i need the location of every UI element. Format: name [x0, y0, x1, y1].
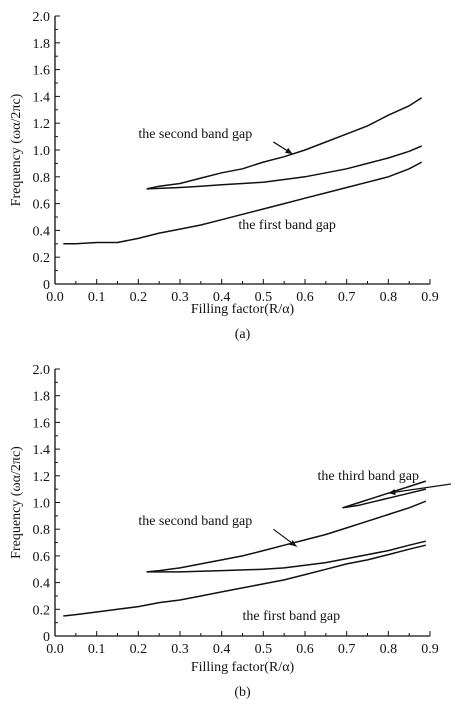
panel-label: (b): [234, 685, 251, 700]
marks: 0.0 0.1 0.2 0.3 0.4 0.5 0.6 0.7 0.8 0.9 0 0.2 0.4 0.6…: [33, 10, 439, 305]
y-tick-label: 1.4: [33, 443, 51, 458]
y-tick-label: 1.8: [33, 37, 51, 52]
x-tick-label: 0.3: [171, 290, 189, 305]
series-line-3: [146, 500, 427, 573]
annotation-label: the first band gap: [238, 218, 336, 233]
y-tick-label: 0.4: [33, 577, 51, 592]
x-tick-label: 0.6: [296, 290, 314, 305]
x-axis-label: Filling factor(R/α): [191, 302, 295, 317]
chart-panel-a: 0.0 0.1 0.2 0.3 0.4 0.5 0.6 0.7 0.8 0.9 0 0.2 0.4 0.6…: [9, 10, 439, 342]
x-tick-label: 0.8: [380, 290, 398, 305]
y-tick-label: 0.2: [33, 251, 51, 266]
annotation-label: the second band gap: [138, 127, 252, 142]
annotation-arrow: [273, 141, 293, 155]
y-axis-label: Frequency (ωα/2πc): [9, 93, 24, 206]
x-tick-label: 0.2: [130, 642, 148, 657]
annotation-arrow: [388, 483, 451, 496]
y-tick-label: 0.8: [33, 171, 51, 186]
x-tick-label: 0.7: [338, 642, 356, 657]
annotation-label: the second band gap: [138, 514, 252, 529]
y-tick-label: 0.6: [33, 550, 51, 565]
x-tick-label: 0.6: [296, 642, 314, 657]
series-line-3: [146, 97, 423, 190]
x-tick-label: 0.0: [46, 642, 64, 657]
y-tick-label: 1.2: [33, 117, 51, 132]
x-tick-label: 0.4: [213, 642, 231, 657]
y-tick-label: 0.8: [33, 523, 51, 538]
y-tick-label: 0.4: [33, 224, 51, 239]
x-tick-label: 0.4: [213, 290, 231, 305]
x-tick-label: 0.1: [88, 290, 106, 305]
series-line-1: [63, 544, 426, 617]
y-axis-label: Frequency (ωα/2πc): [9, 446, 24, 559]
x-tick-label: 0.5: [255, 642, 273, 657]
y-tick-label: 0.6: [33, 198, 51, 213]
annotation-label: the first band gap: [243, 609, 341, 624]
y-tick-label: 1.0: [33, 497, 51, 512]
x-tick-label: 0.9: [421, 642, 439, 657]
y-tick-label: 1.2: [33, 470, 51, 485]
series-line-5: [342, 480, 427, 509]
y-tick-label: 0: [43, 630, 50, 645]
x-tick-label: 0.3: [171, 642, 189, 657]
chart-panel-b: 0.0 0.1 0.2 0.3 0.4 0.5 0.6 0.7 0.8 0.9 0 0.2 0.4 0.6…: [9, 363, 451, 700]
y-tick-label: 1.6: [33, 416, 51, 431]
y-tick-label: 1.0: [33, 144, 51, 159]
series-line-2: [146, 540, 426, 573]
y-tick-label: 0.2: [33, 603, 51, 618]
panel-label: (a): [235, 327, 251, 342]
y-tick-label: 1.6: [33, 64, 51, 79]
x-tick-label: 0.5: [255, 290, 273, 305]
x-tick-label: 0.0: [46, 290, 64, 305]
x-tick-label: 0.7: [338, 290, 356, 305]
annotation-label: the third band gap: [318, 469, 419, 484]
x-tick-label: 0.2: [130, 290, 148, 305]
y-tick-label: 2.0: [33, 363, 51, 378]
y-tick-label: 0: [43, 278, 50, 293]
y-tick-label: 2.0: [33, 10, 51, 25]
x-tick-label: 0.1: [88, 642, 106, 657]
series-line-4: [342, 488, 426, 509]
x-axis-label: Filling factor(R/α): [191, 660, 295, 675]
x-tick-label: 0.8: [380, 642, 398, 657]
series-line-1: [63, 161, 423, 245]
x-tick-label: 0.9: [421, 290, 439, 305]
y-tick-label: 1.8: [33, 390, 51, 405]
series-line-2: [146, 145, 422, 190]
y-tick-label: 1.4: [33, 90, 51, 105]
annotation-arrow: [272, 528, 298, 548]
marks: 0.0 0.1 0.2 0.3 0.4 0.5 0.6 0.7 0.8 0.9 0 0.2 0.4 0.6…: [33, 363, 451, 657]
